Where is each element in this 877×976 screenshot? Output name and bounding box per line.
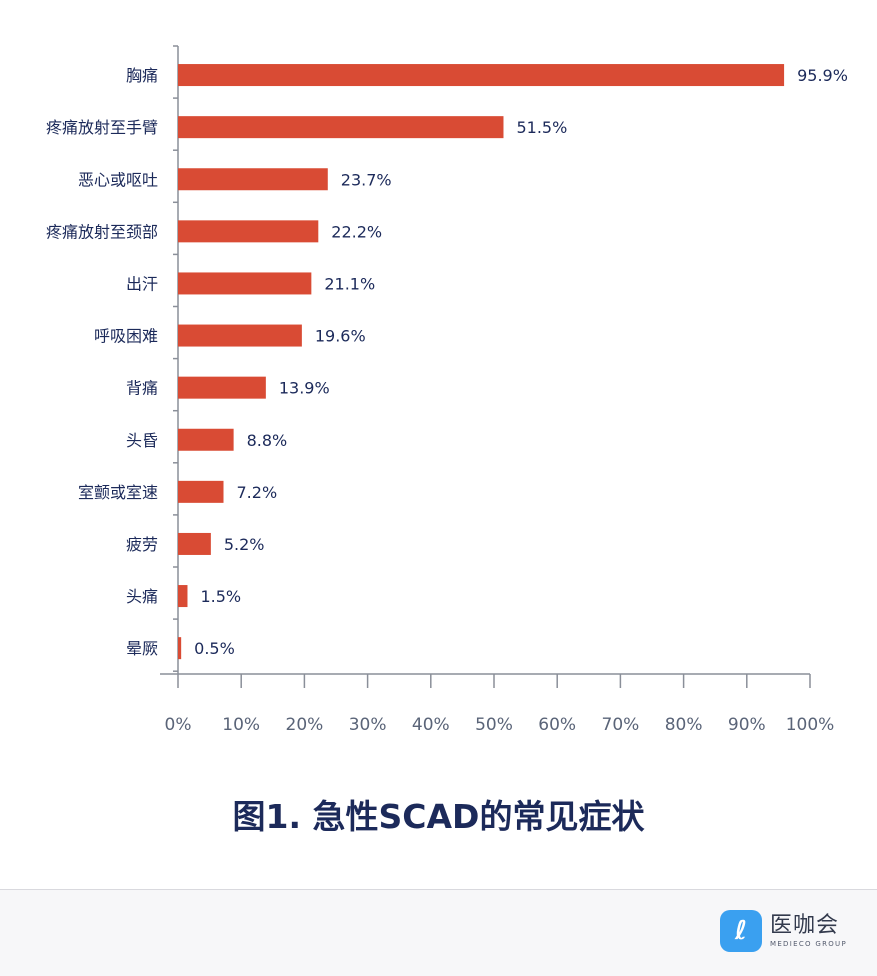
x-tick-label: 10%: [222, 715, 260, 735]
value-label: 0.5%: [194, 639, 235, 658]
x-tick-label: 100%: [786, 715, 835, 735]
value-label: 7.2%: [237, 483, 278, 502]
footer: ℓ 医咖会 MEDIECO GROUP: [0, 889, 877, 976]
chart-area: 胸痛 95.9% 疼痛放射至手臂 51.5% 恶心或呕吐 23.7% 疼痛放射至颈部 22.2…: [46, 45, 848, 735]
value-label: 51.5%: [516, 118, 567, 137]
bar: [178, 428, 234, 451]
category-label: 晕厥: [126, 639, 158, 658]
bar: [178, 64, 785, 87]
bar: [178, 532, 211, 555]
x-tick-label: 20%: [286, 715, 324, 735]
bar: [178, 116, 504, 139]
category-label: 疼痛放射至颈部: [46, 222, 158, 241]
x-tick-label: 0%: [165, 715, 192, 735]
category-label: 恶心或呕吐: [78, 170, 158, 189]
bar: [178, 376, 266, 399]
value-label: 95.9%: [797, 66, 848, 85]
x-tick-label: 30%: [349, 715, 387, 735]
x-tick-label: 60%: [538, 715, 576, 735]
value-label: 23.7%: [341, 170, 392, 189]
bar: [178, 637, 182, 660]
logo-name: 医咖会: [770, 913, 840, 938]
x-tick-label: 80%: [665, 715, 703, 735]
logo-text: 医咖会 MEDIECO GROUP: [770, 913, 848, 949]
category-label: 背痛: [126, 379, 158, 398]
logo-icon: ℓ: [720, 910, 762, 952]
category-label: 头痛: [126, 587, 158, 606]
value-label: 1.5%: [200, 587, 241, 606]
x-tick-label: 50%: [475, 715, 513, 735]
x-tick-label: 70%: [602, 715, 640, 735]
bar-chart: 胸痛 95.9% 疼痛放射至手臂 51.5% 恶心或呕吐 23.7% 疼痛放射至颈部 22.2…: [46, 45, 848, 735]
category-label: 呼吸困难: [94, 327, 158, 346]
chart-title: 图1. 急性SCAD的常见症状: [232, 797, 645, 836]
value-label: 13.9%: [279, 379, 330, 398]
category-label: 室颤或室速: [78, 483, 158, 502]
bar: [178, 168, 328, 191]
x-tick-label: 90%: [728, 715, 766, 735]
bar: [178, 480, 224, 503]
value-label: 22.2%: [331, 222, 382, 241]
bar: [178, 272, 312, 295]
bar: [178, 220, 319, 243]
bar: [178, 324, 302, 347]
x-tick-label: 40%: [412, 715, 450, 735]
value-label: 21.1%: [324, 274, 375, 293]
logo-subtitle: MEDIECO GROUP: [770, 940, 848, 948]
category-label: 头昏: [126, 431, 158, 450]
bar: [178, 585, 188, 608]
category-label: 胸痛: [126, 66, 158, 85]
value-label: 8.8%: [247, 431, 288, 450]
brand-logo: ℓ 医咖会 MEDIECO GROUP: [720, 910, 847, 952]
value-label: 19.6%: [315, 327, 366, 346]
category-label: 出汗: [126, 274, 158, 293]
value-label: 5.2%: [224, 535, 265, 554]
category-label: 疲劳: [126, 535, 158, 554]
category-label: 疼痛放射至手臂: [46, 118, 158, 137]
